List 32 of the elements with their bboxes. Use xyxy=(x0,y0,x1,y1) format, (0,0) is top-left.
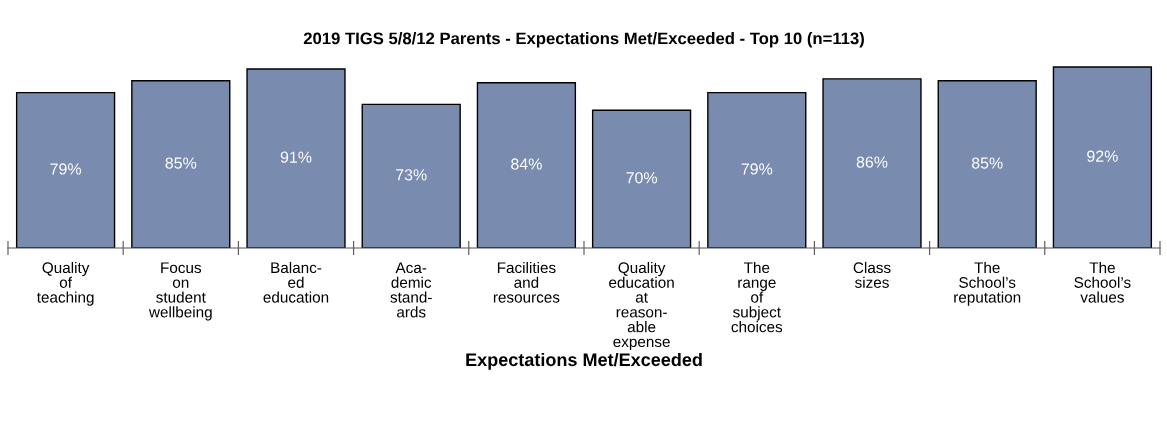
x-tick-label: Aca- demic stand- ards xyxy=(390,262,432,318)
x-tick-label: Quality of teaching xyxy=(36,261,94,306)
data-label: 84% xyxy=(511,158,542,170)
x-tick-label: Balanc- ed education xyxy=(263,261,329,303)
data-label: 86% xyxy=(856,156,888,168)
data-label: 79% xyxy=(50,163,82,175)
bar xyxy=(361,103,461,248)
bar xyxy=(1052,66,1153,248)
data-label: 73% xyxy=(396,169,427,181)
data-label: 79% xyxy=(741,163,773,175)
bar xyxy=(707,91,807,248)
x-tick-label: Quality education at reason- able expense xyxy=(609,261,674,351)
x-tick-label: Facilities and resources xyxy=(493,261,560,303)
bar xyxy=(822,78,922,248)
x-tick-label: Class sizes xyxy=(853,261,891,288)
data-label: 85% xyxy=(165,157,197,169)
data-label: 92% xyxy=(1087,150,1118,162)
bar xyxy=(476,82,577,248)
data-label: 91% xyxy=(280,151,312,163)
x-tick-label: The range of subject choices xyxy=(731,261,783,333)
chart-title: 2019 TIGS 5/8/12 Parents - Expectations Met/Exceeded - Top 10 (n=113) xyxy=(303,32,864,48)
data-label: 70% xyxy=(626,172,658,184)
x-tick-label: Focus on student wellbeing xyxy=(148,262,212,321)
bar xyxy=(937,80,1037,248)
bar xyxy=(131,80,231,248)
bar xyxy=(246,68,346,248)
x-axis-title: Expectations Met/Exceeded xyxy=(466,352,702,370)
bar xyxy=(15,91,116,248)
x-tick-label: The School’s reputation xyxy=(954,261,1021,306)
bar xyxy=(591,109,692,248)
data-label: 85% xyxy=(971,157,1003,169)
x-tick-label: The School’s values xyxy=(1074,261,1131,303)
